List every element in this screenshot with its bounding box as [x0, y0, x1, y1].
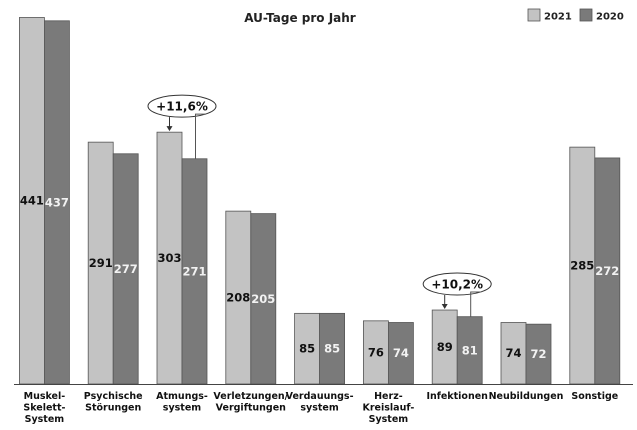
category-label-3: Vergiftungen	[216, 403, 286, 414]
value-label-2020-2: 271	[182, 264, 206, 278]
value-label-2020-6: 81	[462, 343, 478, 357]
category-label-4: Verdauungs-	[286, 391, 354, 402]
annotation-text-0: +11,6%	[156, 100, 208, 114]
bar-2020-3	[250, 213, 277, 385]
chart-title: AU-Tage pro Jahr	[244, 11, 356, 25]
bar-2020-8	[594, 157, 621, 385]
bar-2021-0	[18, 17, 45, 385]
bar-2020-6	[456, 316, 483, 385]
value-label-2021-0: 441	[20, 194, 44, 208]
legend-swatch-2020	[579, 8, 593, 22]
category-label-0: System	[25, 414, 65, 425]
legend-swatch-2021	[527, 8, 541, 22]
legend: 2021 2020	[527, 8, 624, 23]
bar-2020-1	[112, 153, 139, 385]
annotation-bubble-1	[422, 272, 492, 296]
value-label-2020-0: 437	[45, 195, 69, 209]
category-label-5: Herz-	[374, 391, 403, 402]
bar-2020-2	[181, 158, 208, 385]
value-label-2021-8: 285	[570, 259, 594, 273]
value-label-2021-1: 291	[89, 256, 113, 270]
annotation-bubble-0	[147, 94, 217, 118]
category-label-0: Skelett-	[23, 403, 65, 414]
category-label-6: Infektionen	[426, 391, 488, 402]
category-label-5: System	[369, 414, 409, 425]
category-label-7: Neubildungen	[489, 391, 564, 402]
bar-2020-7	[525, 323, 552, 385]
bar-2020-5	[387, 322, 414, 385]
category-label-2: system	[163, 403, 201, 414]
legend-label-2021: 2021	[544, 12, 572, 23]
bar-2021-8	[569, 146, 596, 385]
value-label-2020-4: 85	[324, 342, 340, 356]
legend-label-2020: 2020	[596, 12, 624, 23]
annotation-arrowhead-0	[166, 126, 173, 132]
category-label-3: Verletzungen/	[213, 391, 288, 402]
value-label-2021-3: 208	[226, 291, 250, 305]
annotations: +11,6% +10,2%	[147, 94, 492, 317]
category-label-1: Störungen	[85, 403, 141, 414]
value-label-2020-8: 272	[595, 264, 619, 278]
value-label-2021-6: 89	[437, 340, 453, 354]
category-labels: Muskel-Skelett-SystemPsychischeStörungen…	[23, 391, 618, 425]
value-label-2021-7: 74	[505, 346, 521, 360]
category-label-0: Muskel-	[24, 391, 66, 402]
bar-2020-4	[319, 312, 346, 385]
category-label-1: Psychische	[84, 391, 143, 402]
value-label-2021-2: 303	[157, 251, 181, 265]
category-label-5: Kreislauf-	[363, 403, 415, 414]
value-label-2020-5: 74	[393, 346, 409, 360]
annotation-arrowhead-1	[441, 304, 448, 310]
category-label-2: Atmungs-	[156, 391, 208, 402]
annotation-text-1: +10,2%	[431, 278, 483, 292]
annotation-bracket-1	[470, 291, 482, 317]
bar-2020-0	[44, 20, 70, 385]
bar-2021-1	[87, 141, 114, 385]
value-label-2020-7: 72	[530, 347, 546, 361]
value-label-2021-5: 76	[368, 345, 384, 359]
value-label-2020-3: 205	[251, 292, 275, 306]
category-label-4: system	[300, 403, 338, 414]
value-label-2020-1: 277	[114, 262, 138, 276]
category-label-8: Sonstige	[571, 391, 618, 402]
annotation-bracket-0	[195, 113, 206, 159]
value-label-2021-4: 85	[299, 342, 315, 356]
